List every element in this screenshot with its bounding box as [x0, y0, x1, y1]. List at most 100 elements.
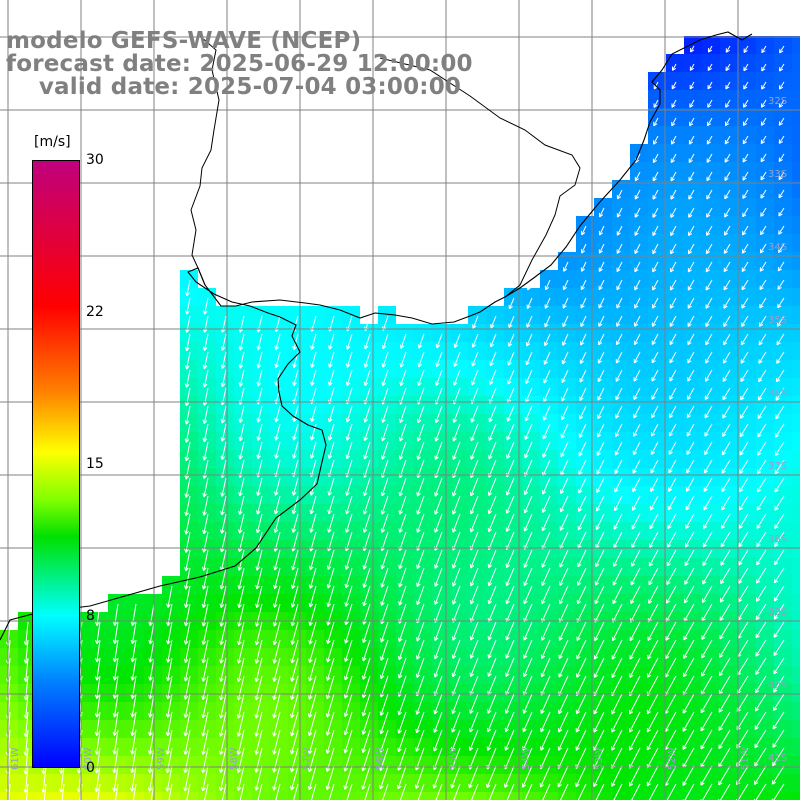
wind-speed-cell [414, 468, 432, 486]
wind-speed-cell [576, 360, 594, 378]
latitude-label-40S: 40S [768, 680, 787, 691]
wind-speed-cell [414, 324, 432, 342]
wind-speed-cell [648, 306, 666, 324]
wind-speed-cell [612, 756, 630, 774]
latitude-label-39S: 39S [768, 607, 787, 618]
wind-speed-cell [594, 342, 612, 360]
wind-speed-cell [360, 792, 378, 800]
wind-speed-cell [432, 396, 450, 414]
wind-speed-cell [450, 414, 468, 432]
wind-speed-cell [558, 324, 576, 342]
wind-speed-cell [702, 216, 720, 234]
wind-speed-cell [468, 342, 486, 360]
wind-speed-cell [594, 504, 612, 522]
wind-speed-cell [576, 702, 594, 720]
wind-speed-cell [792, 216, 800, 234]
wind-speed-cell [612, 450, 630, 468]
wind-speed-cell [684, 144, 702, 162]
wind-speed-cell [558, 468, 576, 486]
wind-speed-cell [162, 792, 180, 800]
wind-speed-cell [342, 450, 360, 468]
wind-speed-cell [720, 360, 738, 378]
wind-speed-cell [198, 792, 216, 800]
wind-speed-cell [738, 288, 756, 306]
wind-speed-cell [684, 594, 702, 612]
wind-speed-cell [648, 432, 666, 450]
wind-speed-cell [648, 342, 666, 360]
wind-speed-cell [450, 792, 468, 800]
wind-speed-cell [414, 414, 432, 432]
wind-speed-cell [738, 558, 756, 576]
colorbar-tick-30: 30 [86, 152, 104, 168]
wind-speed-cell [630, 720, 648, 738]
wind-speed-cell [684, 702, 702, 720]
wind-speed-cell [648, 594, 666, 612]
wind-speed-cell [540, 378, 558, 396]
longitude-label-61W: 61W [10, 747, 21, 770]
wind-speed-cell [576, 252, 594, 270]
wind-speed-cell [378, 558, 396, 576]
wind-speed-cell [450, 702, 468, 720]
wind-speed-cell [522, 360, 540, 378]
wind-speed-cell [252, 792, 270, 800]
wind-speed-cell [630, 756, 648, 774]
wind-speed-cell [468, 774, 486, 792]
wind-speed-cell [558, 378, 576, 396]
wind-speed-cell [522, 396, 540, 414]
wind-speed-cell [324, 342, 342, 360]
wind-speed-cell [684, 576, 702, 594]
wind-speed-cell [612, 522, 630, 540]
wind-speed-cell [720, 648, 738, 666]
wind-speed-cell [324, 432, 342, 450]
wind-speed-cell [594, 324, 612, 342]
wind-speed-cell [360, 504, 378, 522]
wind-speed-cell [684, 288, 702, 306]
wind-speed-cell [666, 432, 684, 450]
wind-speed-cell [396, 522, 414, 540]
wind-speed-cell [630, 306, 648, 324]
wind-speed-cell [666, 288, 684, 306]
wind-speed-cell [720, 666, 738, 684]
wind-speed-cell [396, 720, 414, 738]
wind-speed-cell [702, 288, 720, 306]
wind-speed-cell [738, 342, 756, 360]
wind-speed-cell [738, 684, 756, 702]
wind-speed-cell [558, 738, 576, 756]
wind-speed-cell [648, 756, 666, 774]
wind-speed-cell [378, 378, 396, 396]
wind-speed-cell [702, 252, 720, 270]
wind-speed-cell [612, 270, 630, 288]
wind-speed-cell [630, 774, 648, 792]
wind-speed-cell [738, 702, 756, 720]
wind-speed-cell [684, 738, 702, 756]
wind-speed-cell [666, 198, 684, 216]
wind-speed-cell [720, 234, 738, 252]
wind-speed-cell [756, 432, 774, 450]
wind-speed-cell [126, 792, 144, 800]
wind-speed-cell [648, 360, 666, 378]
wind-speed-cell [522, 342, 540, 360]
wind-speed-cell [342, 792, 360, 800]
wind-speed-cell [792, 756, 800, 774]
wind-speed-cell [612, 774, 630, 792]
wind-speed-cell [738, 324, 756, 342]
wind-speed-cell [666, 126, 684, 144]
wind-speed-cell [774, 198, 792, 216]
wind-speed-cell [360, 576, 378, 594]
wind-speed-cell [360, 342, 378, 360]
wind-speed-cell [720, 288, 738, 306]
wind-speed-cell [576, 396, 594, 414]
wind-speed-cell [666, 324, 684, 342]
wind-speed-cell [792, 414, 800, 432]
map-title: modelo GEFS-WAVE (NCEP) forecast date: 2… [6, 30, 473, 99]
wind-speed-cell [720, 522, 738, 540]
wind-speed-cell [378, 450, 396, 468]
wind-speed-cell [432, 792, 450, 800]
wind-speed-cell [594, 414, 612, 432]
wind-speed-cell [576, 720, 594, 738]
wind-speed-cell [774, 144, 792, 162]
wind-speed-cell [612, 738, 630, 756]
wind-speed-cell [738, 486, 756, 504]
wind-speed-cell [630, 450, 648, 468]
